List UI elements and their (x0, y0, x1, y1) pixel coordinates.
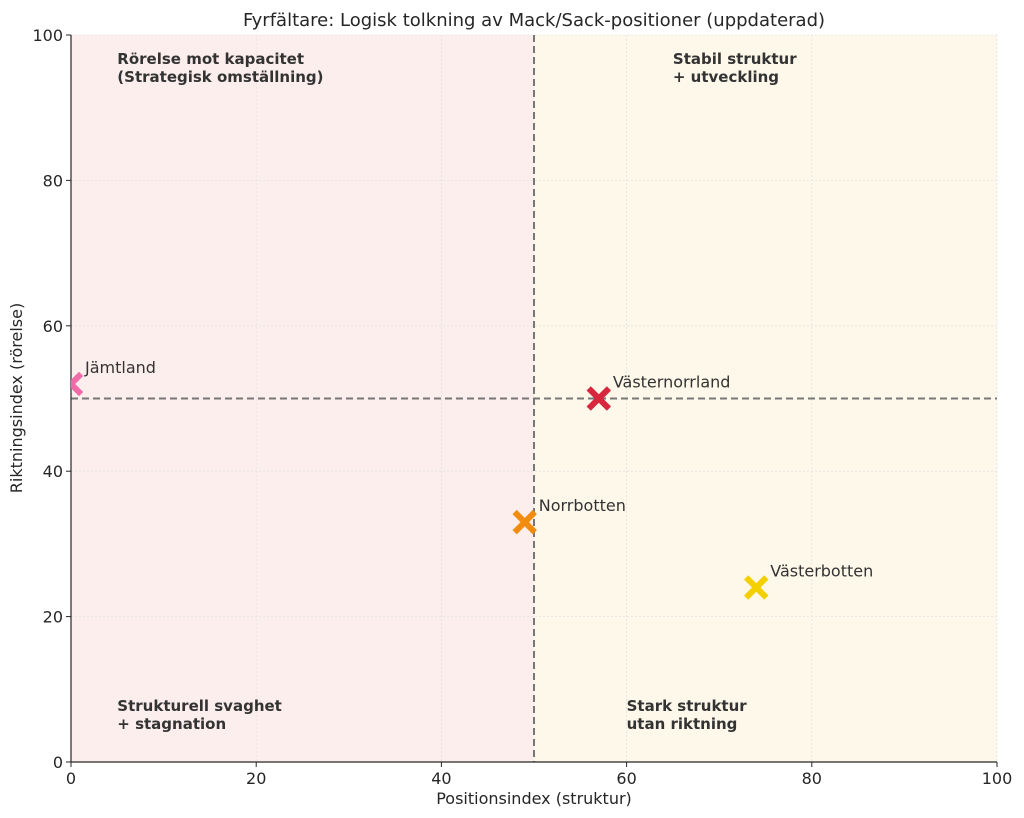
quadrant-label-bottom-left: Strukturell svaghet + stagnation (117, 697, 282, 733)
quadrant-bg-2 (534, 35, 997, 399)
x-tick-label: 20 (246, 769, 266, 788)
quadrant-label-bottom-left-line: Strukturell svaghet (117, 697, 282, 715)
y-tick-label: 60 (43, 317, 63, 336)
quadrant-backgrounds (71, 35, 997, 762)
y-tick-label: 100 (32, 26, 63, 45)
x-tick-label: 80 (802, 769, 822, 788)
point-label-vasterbotten: Västerbotten (770, 562, 873, 581)
y-tick-label: 0 (53, 753, 63, 772)
y-tick-label: 80 (43, 171, 63, 190)
y-tick-label: 40 (43, 462, 63, 481)
quadrant-label-bottom-right: Stark struktur utan riktning (627, 697, 748, 733)
chart-title: Fyrfältare: Logisk tolkning av Mack/Sack… (243, 10, 825, 31)
quadrant-label-top-right-line: Stabil struktur (673, 50, 797, 68)
quadrant-label-top-left: Rörelse mot kapacitet (Strategisk omställ… (117, 50, 323, 86)
x-tick-label: 100 (982, 769, 1013, 788)
quadrant-label-bottom-left-line: + stagnation (117, 715, 226, 733)
x-tick-label: 60 (616, 769, 636, 788)
point-vasterbotten (743, 575, 769, 600)
point-label-vasternorrland: Västernorrland (613, 373, 731, 392)
point-marker-stroke (586, 386, 612, 411)
quadrant-label-top-right-line: + utveckling (673, 68, 779, 86)
x-axis-title: Positionsindex (struktur) (436, 789, 632, 808)
x-tick-label: 40 (431, 769, 451, 788)
point-label-jamtland: Jämtland (84, 358, 156, 377)
point-marker-stroke (512, 509, 537, 535)
tick-labels: 0 20 40 60 80 100 0 20 40 60 80 100 (32, 26, 1012, 788)
point-marker-stroke (743, 575, 769, 600)
y-axis-title: Riktningsindex (rörelse) (7, 303, 26, 493)
point-label-norrbotten: Norrbotten (539, 496, 626, 515)
quadrant-bg-3 (71, 398, 534, 762)
quadrant-label-top-left-line: (Strategisk omställning) (117, 68, 323, 86)
point-marker-stroke (71, 371, 84, 389)
quadrant-label-top-right: Stabil struktur + utveckling (673, 50, 797, 86)
quadrant-labels: Rörelse mot kapacitet (Strategisk omställ… (117, 50, 797, 733)
x-tick-label: 0 (66, 769, 76, 788)
data-points: Jämtland Västernorrland Norrbotten Västerbo… (71, 358, 873, 600)
point-marker-stroke (71, 379, 84, 397)
quadrant-label-top-left-line: Rörelse mot kapacitet (117, 50, 304, 68)
y-tick-label: 20 (43, 608, 63, 627)
quadrant-label-bottom-right-line: utan riktning (627, 715, 738, 733)
quadrant-bg-1 (71, 35, 534, 399)
point-norrbotten (512, 509, 537, 535)
reference-lines (71, 35, 997, 762)
axes (70, 35, 997, 763)
quadrant-label-bottom-right-line: Stark struktur (627, 697, 748, 715)
point-jamtland (71, 371, 84, 397)
point-vasternorrland (586, 386, 612, 411)
